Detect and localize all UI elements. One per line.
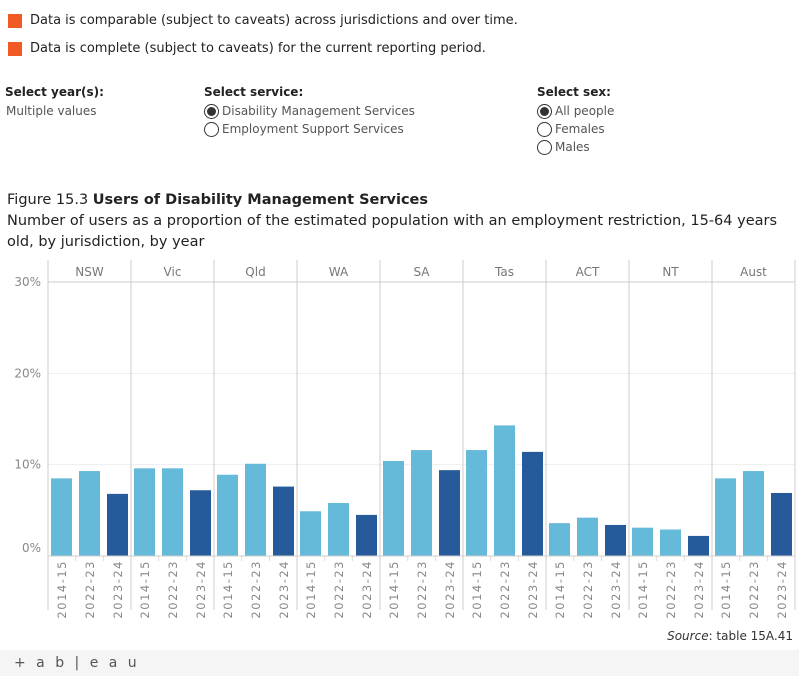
bar: [466, 450, 487, 556]
x-tick-label: 2014-15: [304, 560, 318, 619]
x-tick-label: 2014-15: [138, 560, 152, 619]
bar: [605, 524, 626, 556]
panel-header: SA: [413, 265, 430, 279]
bar: [439, 470, 460, 556]
bar: [522, 451, 543, 556]
year-filter-value[interactable]: Multiple values: [6, 104, 97, 118]
x-tick-label: 2023-24: [111, 560, 125, 619]
service-option-ess[interactable]: Employment Support Services: [204, 120, 415, 138]
bar: [245, 463, 266, 556]
bar: [356, 514, 377, 556]
x-tick-label: 2014-15: [553, 560, 567, 619]
radio-icon[interactable]: [204, 121, 219, 137]
panel-header: Qld: [245, 265, 265, 279]
x-tick-label: 2014-15: [387, 560, 401, 619]
sex-option-all[interactable]: All people: [537, 102, 614, 120]
bar: [494, 425, 515, 556]
bar: [190, 490, 211, 556]
radio-selected-icon[interactable]: [204, 103, 219, 119]
figure-title: Figure 15.3 Users of Disability Manageme…: [7, 192, 778, 250]
bar: [688, 535, 709, 556]
x-tick-label: 2022-23: [83, 560, 97, 619]
y-tick-label: 10%: [14, 458, 41, 472]
source-note: Source: table 15A.41: [667, 629, 793, 643]
panel-header: Tas: [494, 265, 514, 279]
bar: [549, 523, 570, 556]
sex-option-females[interactable]: Females: [537, 120, 614, 138]
bar: [660, 529, 681, 556]
x-tick-label: 2023-24: [775, 560, 789, 619]
panel-header: NSW: [75, 265, 104, 279]
x-tick-label: 2022-23: [581, 560, 595, 619]
panel-header: NT: [662, 265, 679, 279]
x-tick-label: 2022-23: [498, 560, 512, 619]
sex-filter: Select sex: All people Females Males: [537, 85, 615, 156]
bar: [273, 486, 294, 556]
bar: [632, 527, 653, 556]
radio-selected-icon[interactable]: [537, 103, 552, 119]
y-tick-label: 20%: [14, 366, 41, 380]
year-filter: Select year(s): Multiple values: [5, 85, 104, 118]
y-tick-label: 30%: [14, 275, 41, 289]
x-tick-label: 2022-23: [166, 560, 180, 619]
x-tick-label: 2014-15: [221, 560, 235, 619]
bar: [771, 492, 792, 556]
service-option-dms[interactable]: Disability Management Services: [204, 102, 415, 120]
panel-header: Aust: [740, 265, 767, 279]
bar: [134, 468, 155, 556]
x-tick-label: 2014-15: [55, 560, 69, 619]
x-tick-label: 2022-23: [664, 560, 678, 619]
x-tick-label: 2022-23: [332, 560, 346, 619]
x-tick-label: 2022-23: [249, 560, 263, 619]
bar-chart: 0% 10% 20% 30% NSW 2014-15 2022-23 2023-24 Vic 20…: [14, 260, 796, 619]
x-tick-label: 2023-24: [277, 560, 291, 619]
tableau-logo[interactable]: + a b | e a u: [14, 655, 140, 671]
x-tick-label: 2014-15: [470, 560, 484, 619]
bar: [577, 517, 598, 556]
bar: [743, 471, 764, 556]
legend-item-comparable: Data is comparable (subject to caveats) …: [8, 13, 518, 28]
bar: [328, 503, 349, 556]
x-tick-label: 2022-23: [747, 560, 761, 619]
x-tick-label: 2014-15: [719, 560, 733, 619]
sex-option-males[interactable]: Males: [537, 138, 614, 156]
bar: [411, 450, 432, 556]
service-filter: Select service: Disability Management Se…: [204, 85, 415, 138]
bar: [162, 468, 183, 556]
panel-header: WA: [329, 265, 349, 279]
panel-header: Vic: [164, 265, 182, 279]
bar: [107, 493, 128, 556]
bar: [383, 461, 404, 556]
bar: [300, 511, 321, 556]
x-tick-label: 2023-24: [194, 560, 208, 619]
bar: [217, 474, 238, 556]
x-tick-label: 2023-24: [609, 560, 623, 619]
radio-icon[interactable]: [537, 139, 552, 155]
tableau-footer: + a b | e a u: [0, 650, 799, 676]
radio-icon[interactable]: [537, 121, 552, 137]
y-tick-label: 0%: [22, 541, 41, 555]
x-tick-label: 2022-23: [415, 560, 429, 619]
bar: [79, 471, 100, 556]
orange-square-icon: [8, 41, 22, 56]
x-tick-label: 2023-24: [443, 560, 457, 619]
x-tick-label: 2014-15: [636, 560, 650, 619]
orange-square-icon: [8, 13, 22, 28]
x-tick-label: 2023-24: [526, 560, 540, 619]
bar: [715, 478, 736, 556]
legend-item-complete: Data is complete (subject to caveats) fo…: [8, 41, 486, 56]
x-tick-label: 2023-24: [360, 560, 374, 619]
bar: [51, 478, 72, 556]
panel-header: ACT: [576, 265, 600, 279]
x-tick-label: 2023-24: [692, 560, 706, 619]
